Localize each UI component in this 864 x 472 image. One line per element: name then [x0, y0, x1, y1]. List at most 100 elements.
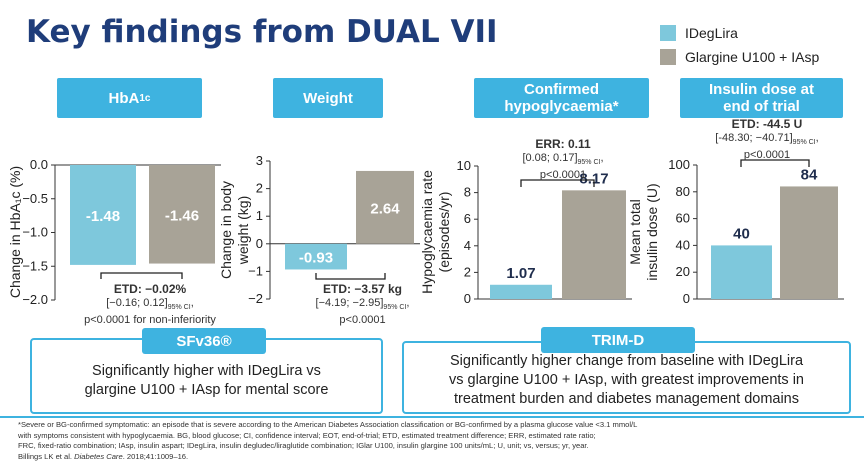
panel-header-hypo: Confirmed hypoglycaemia*	[474, 78, 649, 118]
panel-header-weight-text: Weight	[303, 89, 353, 107]
y-tick-label-insulin: 100	[668, 157, 690, 172]
footnote: *Severe or BG-confirmed symptomatic: an …	[18, 420, 848, 462]
etd-insulin-tail: ,	[815, 132, 819, 144]
etd-weight-ci-sub: 95% CI	[383, 304, 407, 312]
etd-hypo-tail: ,	[600, 152, 604, 164]
significance-bracket-hba1c	[100, 272, 183, 279]
chart-insulin: 100 80 60 40 20 0 40 84 Mean totalinsulin dose (…	[627, 157, 844, 306]
bar-label-weight-glargine: 2.64	[370, 200, 400, 217]
sfv36-text-line2: glargine U100 + IAsp for mental score	[84, 382, 329, 398]
y-tick-label-weight: 0	[256, 236, 263, 251]
panel-header-insulin: Insulin dose at end of trial	[680, 78, 843, 118]
sfv36-header: SFv36®	[142, 328, 266, 354]
etd-hba1c-main: ETD: −0.02%	[113, 282, 187, 296]
y-tick-label-insulin: 80	[676, 184, 690, 199]
etd-weight-ci: [−4.19; −2.95]	[315, 297, 384, 309]
bar-weight-glargine	[356, 170, 414, 244]
y-tick-label-insulin: 40	[676, 237, 690, 252]
etd-hba1c-ci: [−0.16; 0.12]	[106, 297, 168, 309]
bar-hypo-glargine	[562, 190, 626, 299]
etd-hba1c-p: p<0.0001 for non-inferiority	[84, 314, 216, 327]
trimd-text-line1: Significantly higher change from baselin…	[449, 353, 804, 369]
etd-insulin-main: ETD: -44.5 U	[731, 117, 803, 131]
etd-hypo-ci: [0.08; 0.17]	[522, 152, 578, 164]
legend-label-ideglira: IDegLira	[685, 25, 738, 41]
chart-hypo: 10 8 6 4 2 0 1.07 8.17 Hypoglycaemia rate(episod…	[419, 158, 632, 306]
y-tick-label-hypo: 2	[464, 264, 471, 279]
y-tick-label-hba1c: −2.0	[22, 292, 48, 307]
footnote-line3: FRC, fixed-ratio combination; IAsp, insu…	[18, 441, 589, 450]
y-tick-label-hba1c: −0.5	[22, 191, 48, 206]
etd-hba1c-tail: ,	[190, 297, 194, 309]
panel-header-insulin-line1: Insulin dose at	[708, 81, 814, 98]
trimd-text-line3: treatment burden and diabetes management…	[454, 391, 799, 407]
y-tick-label-hypo: 6	[464, 211, 471, 226]
y-tick-label-weight: −1	[248, 263, 263, 278]
panel-header-hba1c: HbA 1c	[57, 78, 202, 118]
panel-header-hypo-line2: hypoglycaemia*	[504, 98, 619, 115]
etd-weight: ETD: −3.57 kg [−4.19; −2.95]95% CI, p<0.…	[275, 283, 450, 327]
bar-weight-ideglira	[285, 243, 347, 270]
y-tick-label-hba1c: −1.5	[22, 258, 48, 273]
bar-hba1c-glargine	[149, 165, 215, 264]
legend-swatch-ideglira	[660, 25, 676, 41]
y-tick-label-hypo: 0	[464, 291, 471, 306]
y-tick-label-insulin: 20	[676, 264, 690, 279]
panel-header-hba1c-sub: 1c	[139, 92, 151, 104]
y-tick-label-insulin: 0	[683, 291, 690, 306]
y-label-line-hypo: Hypoglycaemia rate	[419, 170, 435, 294]
bar-label-hypo-ideglira: 1.07	[506, 265, 535, 282]
etd-hypo: ERR: 0.11 [0.08; 0.17]95% CI, p<0.0001	[478, 138, 648, 182]
etd-hypo-main: ERR: 0.11	[535, 137, 591, 151]
footnote-ref-journal: Diabetes Care	[74, 451, 123, 461]
bar-insulin-ideglira	[711, 245, 772, 299]
bar-label-insulin-ideglira: 40	[733, 225, 750, 242]
panel-header-insulin-line2: end of trial	[723, 98, 800, 115]
y-tick-label-weight: 1	[256, 208, 263, 223]
etd-hypo-p: p<0.0001	[539, 169, 587, 182]
etd-insulin-ci: [-48.30; −40.71]	[715, 132, 793, 144]
page-title: Key findings from DUAL VII	[26, 14, 498, 50]
trimd-box: Significantly higher change from baselin…	[402, 341, 851, 414]
y-label-line-hba1c: Change in HbA₁c (%)	[7, 166, 23, 298]
legend-item-ideglira: IDegLira	[660, 22, 819, 44]
y-label-hba1c: Change in HbA₁c (%)	[7, 166, 23, 298]
etd-hba1c-ci-sub: 95% CI	[167, 304, 191, 312]
y-tick-label-hba1c: 0.0	[30, 157, 48, 172]
y-tick-label-hba1c: −1.0	[22, 225, 48, 240]
legend: IDegLira Glargine U100 + IAsp	[660, 22, 819, 70]
footnote-line1: *Severe or BG-confirmed symptomatic: an …	[18, 420, 638, 429]
trimd-text-line2: vs glargine U100 + IAsp, with greatest i…	[448, 372, 805, 388]
bar-label-hypo-glargine: 8.17	[579, 170, 608, 187]
trimd-header: TRIM-D	[541, 327, 695, 353]
y-tick-label-hypo: 10	[457, 158, 471, 173]
chart-weight: 3 2 1 0 −1 −2 -0.93 2.64 Change in bodyweight (k…	[218, 153, 420, 306]
y-label-line-weight: Change in body	[218, 181, 234, 279]
chart-hba1c: 0.0 −0.5 −1.0 −1.5 −2.0 -1.48 -1.46 Change in H…	[7, 157, 221, 307]
y-tick-label-hypo: 4	[464, 238, 471, 253]
footnote-ref-details: . 2018;41:1009–16.	[122, 451, 189, 461]
etd-weight-tail: ,	[406, 297, 410, 309]
panel-header-hypo-line1: Confirmed	[524, 81, 599, 98]
significance-bracket-weight	[315, 273, 386, 280]
footnote-ref-authors: Billings LK et al.	[18, 451, 75, 461]
bar-insulin-glargine	[780, 186, 838, 299]
etd-weight-main: ETD: −3.57 kg	[322, 282, 403, 296]
panel-header-hba1c-text: HbA	[108, 89, 140, 107]
bar-hypo-ideglira	[490, 284, 552, 299]
y-label-line-weight: weight (kg)	[235, 196, 251, 265]
footnote-reference: Billings LK et al. Diabetes Care. 2018;4…	[18, 452, 848, 463]
y-tick-label-insulin: 60	[676, 211, 690, 226]
etd-insulin-p: p<0.0001	[743, 149, 791, 162]
etd-insulin-ci-sub: 95% CI	[792, 139, 816, 147]
footer-divider	[0, 416, 864, 418]
y-label-hypo: Hypoglycaemia rate(episodes/yr)	[419, 170, 452, 294]
significance-bracket-insulin	[740, 159, 810, 167]
etd-hypo-ci-sub: 95% CI	[577, 159, 601, 167]
legend-swatch-glargine	[660, 49, 676, 65]
y-label-insulin: Mean totalinsulin dose (U)	[627, 183, 660, 280]
y-tick-label-hypo: 8	[464, 185, 471, 200]
bar-label-insulin-glargine: 84	[801, 166, 818, 183]
bar-label-hba1c-glargine: -1.46	[165, 207, 199, 224]
y-label-line-insulin: insulin dose (U)	[644, 183, 660, 280]
